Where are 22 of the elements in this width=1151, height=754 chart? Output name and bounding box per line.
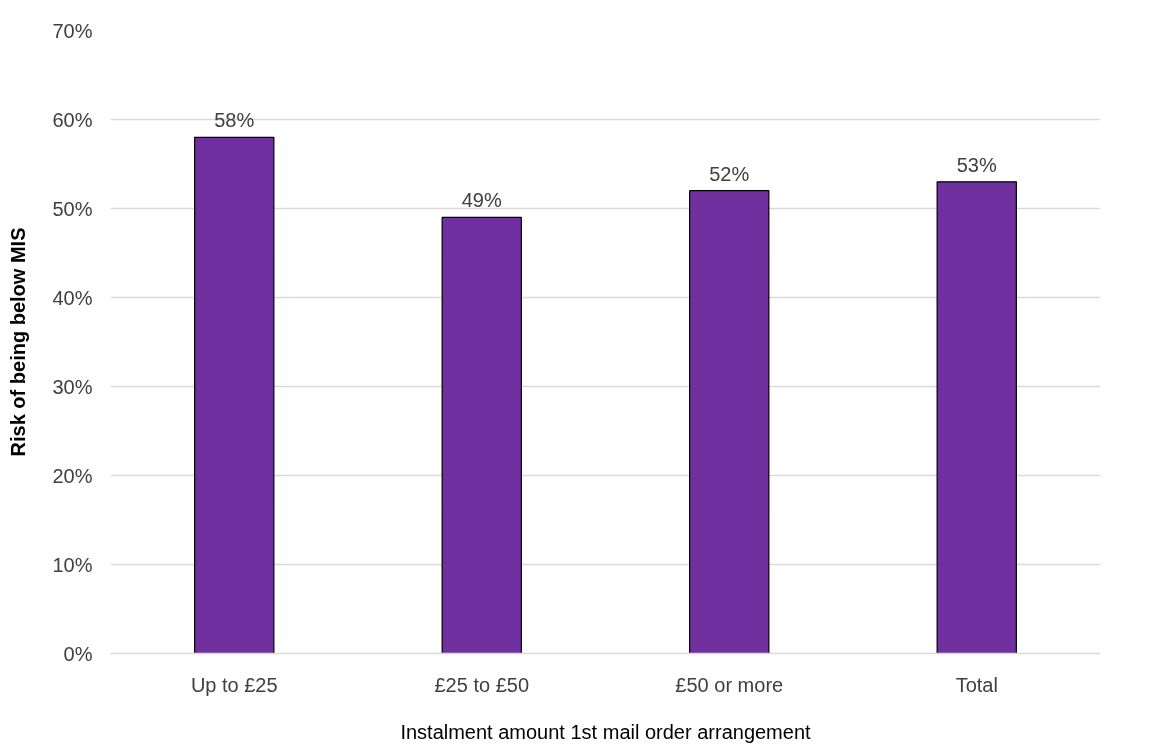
x-axis-title: Instalment amount 1st mail order arrangement (400, 720, 812, 743)
x-tick-label: Up to £25 (190, 673, 278, 696)
y-tick-label: 30% (52, 375, 93, 398)
data-label: 53% (956, 153, 997, 176)
bar (194, 136, 275, 654)
bar (936, 181, 1017, 654)
y-tick-label: 40% (52, 286, 93, 309)
x-tick-label: £50 or more (675, 673, 784, 696)
y-tick-label: 10% (52, 553, 93, 576)
data-label: 58% (214, 109, 255, 132)
y-tick-label: 70% (52, 19, 93, 42)
y-axis-title: Risk of being below MIS (7, 227, 30, 457)
data-label: 49% (461, 189, 502, 212)
x-tick-label: Total (955, 673, 998, 696)
data-label: 52% (709, 162, 750, 185)
bar (689, 190, 770, 654)
y-tick-label: 60% (52, 108, 93, 131)
bar (441, 216, 522, 654)
y-tick-label: 50% (52, 197, 93, 220)
y-tick-label: 0% (63, 642, 93, 665)
y-tick-label: 20% (52, 464, 93, 487)
x-tick-label: £25 to £50 (434, 673, 530, 696)
